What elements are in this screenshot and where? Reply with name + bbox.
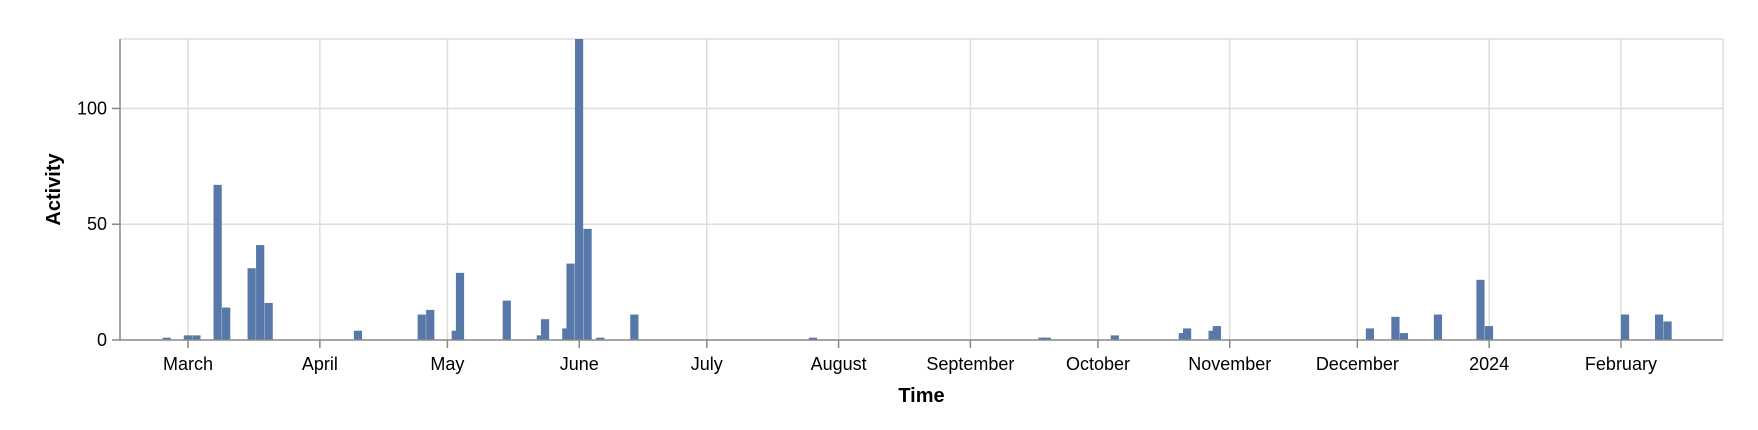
axes: 0 50 100 March April May June July August Septemb… bbox=[77, 39, 1723, 374]
x-tick-label: February bbox=[1585, 354, 1657, 374]
y-tick-label: 50 bbox=[87, 214, 107, 234]
bar bbox=[536, 335, 545, 340]
y-axis-title: Activity bbox=[43, 153, 65, 226]
bar bbox=[1654, 314, 1664, 340]
bar bbox=[1178, 333, 1187, 340]
x-tick-label: October bbox=[1066, 354, 1130, 374]
bar bbox=[1110, 335, 1119, 340]
bar bbox=[1484, 326, 1494, 340]
x-tick-label: March bbox=[163, 354, 213, 374]
bar bbox=[1042, 337, 1051, 340]
grid bbox=[120, 38, 1724, 340]
bar bbox=[630, 314, 639, 340]
bar bbox=[574, 39, 584, 340]
x-tick-label: June bbox=[560, 354, 599, 374]
bar bbox=[1620, 314, 1630, 340]
bar bbox=[192, 335, 201, 340]
bar bbox=[455, 272, 465, 340]
x-tick-label: August bbox=[811, 354, 867, 374]
bar bbox=[264, 302, 273, 340]
bar bbox=[540, 319, 550, 340]
bar bbox=[808, 337, 818, 340]
x-tick-label: July bbox=[691, 354, 723, 374]
x-tick-label: September bbox=[926, 354, 1014, 374]
bar bbox=[213, 184, 222, 340]
bars bbox=[162, 39, 1672, 340]
x-axis-title: Time bbox=[898, 385, 944, 407]
bar bbox=[562, 328, 571, 340]
bar bbox=[183, 335, 192, 340]
bar bbox=[1476, 279, 1485, 340]
bar bbox=[417, 314, 426, 340]
bar bbox=[353, 330, 363, 340]
bar bbox=[1365, 328, 1375, 340]
x-tick-label: May bbox=[430, 354, 464, 374]
bar bbox=[1212, 326, 1221, 340]
bar bbox=[502, 300, 511, 340]
bar bbox=[1433, 314, 1443, 340]
bar bbox=[426, 309, 435, 340]
bar bbox=[1391, 316, 1400, 340]
x-tick-label: April bbox=[302, 354, 338, 374]
bar bbox=[1208, 330, 1217, 340]
bar bbox=[222, 307, 231, 340]
bar bbox=[256, 245, 265, 340]
bar bbox=[451, 330, 460, 340]
bar bbox=[596, 337, 605, 340]
x-tick-label: December bbox=[1316, 354, 1399, 374]
bar bbox=[1399, 333, 1409, 340]
bar bbox=[1038, 337, 1047, 340]
x-tick-label: November bbox=[1188, 354, 1271, 374]
bar bbox=[583, 228, 592, 340]
bar bbox=[162, 337, 171, 340]
bar bbox=[1182, 328, 1192, 340]
bar bbox=[566, 263, 575, 340]
bar bbox=[247, 268, 256, 340]
x-tick-label: 2024 bbox=[1469, 354, 1509, 374]
y-tick-label: 100 bbox=[77, 98, 107, 118]
y-tick-label: 0 bbox=[97, 330, 107, 350]
bar bbox=[1663, 321, 1672, 340]
